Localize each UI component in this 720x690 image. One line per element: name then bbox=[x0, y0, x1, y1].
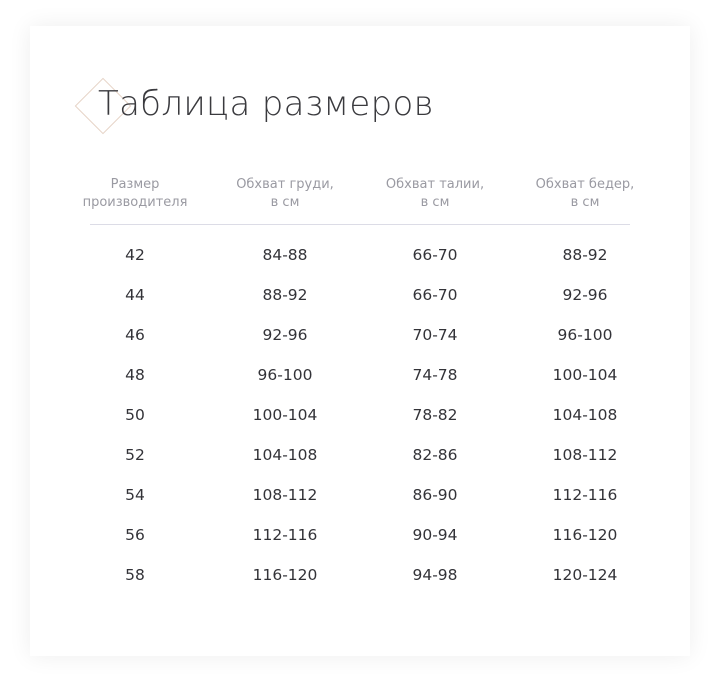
table-cell: 48 bbox=[125, 366, 145, 384]
table-cell: 96-100 bbox=[557, 326, 613, 344]
table-cell: 82-86 bbox=[412, 446, 458, 464]
table-cell: 120-124 bbox=[552, 566, 618, 584]
table-cell: 52 bbox=[125, 446, 145, 464]
table-cell: 70-74 bbox=[412, 326, 458, 344]
table-cell: 66-70 bbox=[412, 246, 458, 264]
table-cell: 58 bbox=[125, 566, 145, 584]
table-cell: 78-82 bbox=[412, 406, 458, 424]
table-cell: 104-108 bbox=[552, 406, 618, 424]
table-cell: 94-98 bbox=[412, 566, 458, 584]
column-header-line: Размер bbox=[110, 177, 160, 192]
table-cell: 104-108 bbox=[252, 446, 318, 464]
table-cell: 56 bbox=[125, 526, 145, 544]
table-cell: 84-88 bbox=[262, 246, 308, 264]
table-cell: 100-104 bbox=[552, 366, 618, 384]
column-header-line: производителя bbox=[82, 195, 188, 210]
table-cell: 42 bbox=[125, 246, 145, 264]
column-header-line: в см bbox=[270, 195, 300, 210]
header-divider bbox=[90, 224, 630, 225]
table-cell: 74-78 bbox=[412, 366, 458, 384]
table-cell: 88-92 bbox=[262, 286, 308, 304]
column-header-line: Обхват бедер, bbox=[535, 177, 635, 192]
column-header-line: в см bbox=[420, 195, 450, 210]
table-cell: 44 bbox=[125, 286, 145, 304]
table-cell: 86-90 bbox=[412, 486, 458, 504]
table-cell: 112-116 bbox=[252, 526, 318, 544]
table-cell: 92-96 bbox=[262, 326, 308, 344]
column-header-line: в см bbox=[570, 195, 600, 210]
page-title: Таблица размеров bbox=[98, 84, 434, 124]
table-cell: 50 bbox=[125, 406, 145, 424]
column-header: Обхват талии, в см bbox=[360, 176, 510, 212]
column-header: Обхват бедер, в см bbox=[510, 176, 660, 212]
table-cell: 90-94 bbox=[412, 526, 458, 544]
table-cell: 108-112 bbox=[252, 486, 318, 504]
table-cell: 66-70 bbox=[412, 286, 458, 304]
column-header: Размер производителя bbox=[60, 176, 210, 212]
size-chart-card bbox=[30, 26, 690, 656]
table-cell: 116-120 bbox=[552, 526, 618, 544]
column-header: Обхват груди, в см bbox=[210, 176, 360, 212]
table-cell: 92-96 bbox=[562, 286, 608, 304]
table-cell: 116-120 bbox=[252, 566, 318, 584]
column-header-line: Обхват талии, bbox=[385, 177, 485, 192]
table-cell: 100-104 bbox=[252, 406, 318, 424]
table-cell: 96-100 bbox=[257, 366, 313, 384]
table-cell: 112-116 bbox=[552, 486, 618, 504]
column-header-line: Обхват груди, bbox=[236, 177, 334, 192]
table-cell: 46 bbox=[125, 326, 145, 344]
table-cell: 88-92 bbox=[562, 246, 608, 264]
table-cell: 54 bbox=[125, 486, 145, 504]
table-cell: 108-112 bbox=[552, 446, 618, 464]
